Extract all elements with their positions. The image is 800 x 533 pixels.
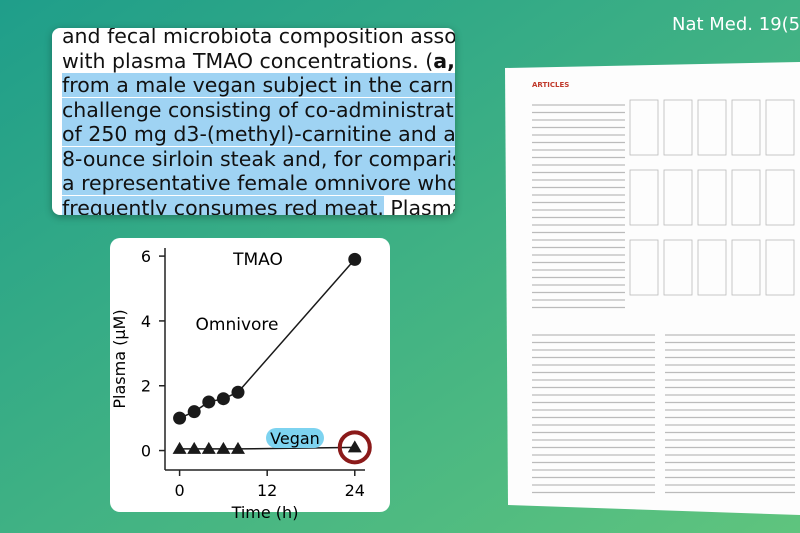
paper-figure	[697, 99, 727, 156]
callout-line: with plasma TMAO concentrations. (a,b) D…	[62, 49, 455, 73]
text-segment: a representative female omnivore who	[62, 171, 455, 195]
series-label: Omnivore	[196, 315, 279, 335]
paper-text	[532, 99, 795, 494]
y-tick-label: 6	[141, 247, 151, 266]
callout-line: challenge consisting of co-administratio…	[62, 97, 455, 122]
callout-line: of 250 mg d3-(methyl)-carnitine and an	[62, 122, 455, 146]
paper-figure	[765, 239, 795, 296]
citation: Nat Med. 19(5):	[672, 14, 800, 35]
text-segment: from a male vegan subject in the carniti…	[62, 73, 455, 97]
paper-figure	[663, 169, 693, 226]
paper-figure	[697, 239, 727, 296]
highlight-ring	[337, 430, 372, 465]
point	[216, 392, 230, 406]
point	[216, 441, 231, 454]
text-segment: challenge consisting of co-administratio…	[62, 97, 455, 122]
callout-line: 8-ounce sirloin steak and, for compariso…	[62, 146, 455, 171]
paper-figure	[629, 169, 659, 226]
point	[348, 252, 362, 266]
paper-figure	[663, 239, 693, 296]
callout-line: a representative female omnivore who	[62, 171, 455, 195]
series-label: Vegan	[270, 429, 320, 448]
point	[231, 385, 245, 399]
point	[187, 405, 201, 419]
paper-figure	[765, 99, 795, 156]
paper-figure	[731, 169, 761, 226]
vegan-pill	[266, 428, 324, 448]
x-axis-label: Time (h)	[231, 503, 299, 522]
chart-title: TMAO	[232, 250, 283, 270]
chart-panel	[110, 238, 390, 512]
callout-line: frequently consumes red meat. Plasma	[62, 195, 455, 216]
paper-figure	[663, 99, 693, 156]
paper-figure	[731, 239, 761, 296]
point	[173, 411, 187, 425]
x-tick-label: 0	[175, 481, 185, 500]
callout: and fecal microbiota composition associa…	[52, 28, 455, 215]
paper-figure	[765, 169, 795, 226]
point	[347, 440, 362, 453]
callout-line: from a male vegan subject in the carniti…	[62, 73, 455, 97]
y-axis-label: Plasma (µM)	[110, 309, 129, 408]
text-segment: with plasma TMAO concentrations. (	[62, 48, 434, 73]
point	[172, 441, 187, 454]
paper-figure	[629, 239, 659, 296]
point	[230, 441, 245, 454]
x-tick-label: 12	[257, 481, 277, 500]
x-tick-label: 24	[345, 481, 365, 500]
callout-line: and fecal microbiota composition associa…	[62, 28, 455, 48]
text-segment: and fecal microbiota composition associa…	[62, 28, 455, 48]
y-tick-label: 2	[141, 377, 151, 396]
y-tick-label: 4	[141, 312, 151, 331]
paper-figure	[629, 99, 659, 156]
point	[201, 441, 216, 454]
paper-figure	[731, 99, 761, 156]
paper-section: ARTICLES	[532, 81, 569, 89]
y-tick-label: 0	[141, 442, 151, 461]
point	[187, 441, 202, 454]
paper-figure	[697, 169, 727, 226]
text-segment: a,b	[433, 48, 455, 73]
text-segment: Plasma	[390, 195, 455, 216]
text-segment: of 250 mg d3-(methyl)-carnitine and an	[62, 122, 455, 146]
text-segment: 8-ounce sirloin steak and, for compariso…	[62, 146, 455, 171]
point	[202, 395, 216, 409]
text-segment: frequently consumes red meat.	[62, 195, 384, 215]
